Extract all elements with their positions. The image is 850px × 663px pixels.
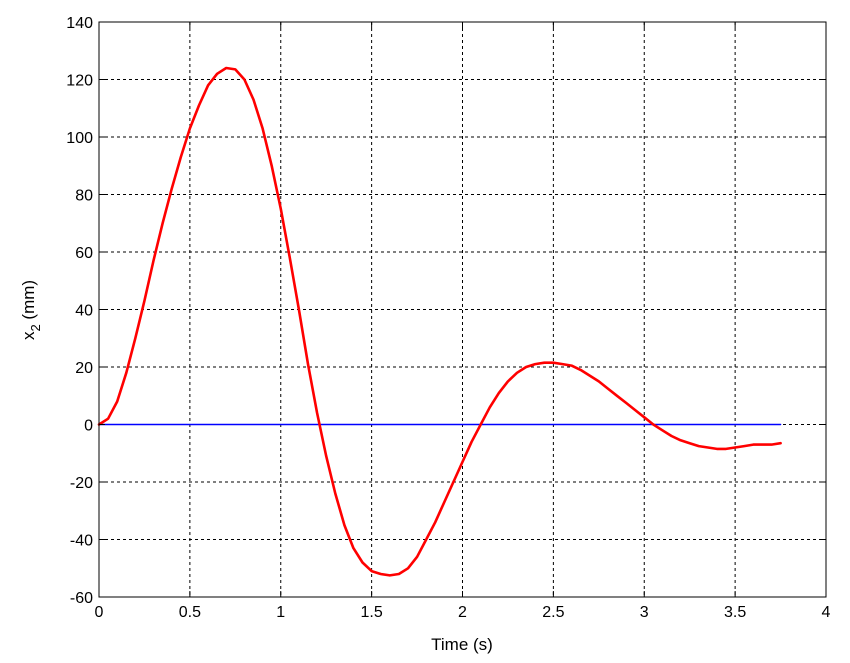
y-tick-label: 100 — [66, 130, 93, 147]
y-axis-label: x2 (mm) — [19, 280, 43, 340]
y-axis-label-main: x — [19, 331, 38, 340]
y-tick-label: 120 — [66, 73, 93, 90]
x-tick-label: 3 — [640, 604, 649, 621]
y-tick-label: -20 — [70, 475, 93, 492]
y-tick-label: 20 — [75, 360, 93, 377]
y-tick-label: 0 — [84, 418, 93, 435]
y-axis-label-subscript: 2 — [28, 324, 43, 331]
y-axis-label-unit: (mm) — [19, 280, 38, 324]
tick-labels: 0 0.5 1 1.5 2 2.5 3 3.5 4 -60 -40 -20 0 20 40 60 80 100 12… — [66, 15, 830, 621]
y-tick-label: -40 — [70, 533, 93, 550]
y-tick-label: 140 — [66, 15, 93, 32]
y-tick-label: 80 — [75, 188, 93, 205]
ticks — [98, 21, 827, 598]
x-tick-label: 4 — [822, 604, 831, 621]
x-axis-label: Time (s) — [431, 635, 493, 654]
x-tick-label: 1.5 — [361, 604, 383, 621]
y-tick-label: 60 — [75, 245, 93, 262]
x-tick-label: 3.5 — [724, 604, 746, 621]
y-tick-label: -60 — [70, 590, 93, 607]
x-tick-label: 2.5 — [542, 604, 564, 621]
x-tick-label: 0.5 — [179, 604, 201, 621]
y-tick-label: 40 — [75, 303, 93, 320]
x-tick-label: 1 — [276, 604, 285, 621]
series-line-response — [97, 66, 782, 577]
series-group — [97, 66, 782, 577]
x-tick-label: 0 — [95, 604, 104, 621]
x-tick-label: 2 — [458, 604, 467, 621]
